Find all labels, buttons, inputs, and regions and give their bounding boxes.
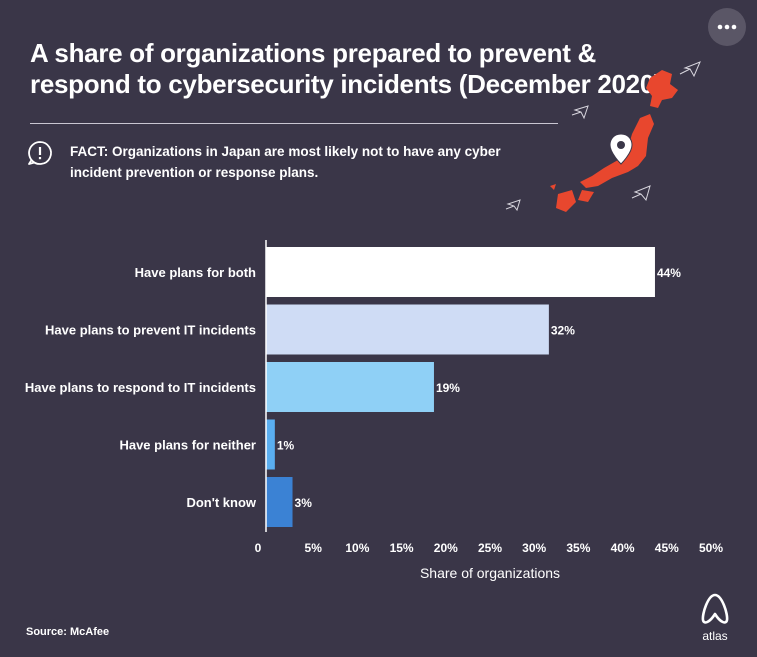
x-tick-label: 25% bbox=[478, 541, 502, 555]
x-tick-label: 45% bbox=[655, 541, 679, 555]
x-tick-label: 40% bbox=[611, 541, 635, 555]
x-tick-label: 10% bbox=[345, 541, 369, 555]
x-tick-label: 0 bbox=[255, 541, 262, 555]
more-options-icon bbox=[717, 24, 737, 30]
data-label: 32% bbox=[551, 324, 575, 338]
x-tick-label: 15% bbox=[390, 541, 414, 555]
category-label: Don't know bbox=[186, 495, 256, 510]
x-tick-label: 35% bbox=[566, 541, 590, 555]
more-options-button[interactable] bbox=[708, 8, 746, 46]
x-tick-label: 5% bbox=[305, 541, 323, 555]
fact-body: Organizations in Japan are most likely n… bbox=[70, 144, 501, 180]
x-tick-label: 50% bbox=[699, 541, 723, 555]
location-pin-icon bbox=[609, 133, 633, 165]
atlas-logo-icon bbox=[701, 593, 729, 624]
atlas-logo-text: atlas bbox=[702, 629, 728, 643]
source-label: Source: McAfee bbox=[26, 626, 110, 638]
category-label: Have plans to prevent IT incidents bbox=[45, 323, 256, 338]
fact-text: FACT: Organizations in Japan are most li… bbox=[70, 141, 540, 183]
category-label: Have plans for neither bbox=[119, 438, 256, 453]
bar bbox=[266, 362, 434, 412]
bar-chart: Have plans for both Have plans to prevent… bbox=[25, 240, 723, 581]
fact-label: FACT: bbox=[70, 144, 109, 159]
bar bbox=[266, 304, 549, 355]
category-label: Have plans for both bbox=[135, 265, 256, 280]
x-tick-label: 30% bbox=[522, 541, 546, 555]
chart-title: A share of organizations prepared to pre… bbox=[30, 38, 663, 99]
bar bbox=[266, 247, 655, 297]
info-icon bbox=[28, 141, 52, 165]
data-label: 19% bbox=[436, 381, 460, 395]
category-label: Have plans to respond to IT incidents bbox=[25, 380, 256, 395]
x-axis-label: Share of organizations bbox=[420, 565, 560, 581]
data-label: 1% bbox=[277, 439, 295, 453]
japan-map-icon bbox=[505, 61, 701, 212]
bar bbox=[266, 477, 293, 527]
x-tick-label: 20% bbox=[434, 541, 458, 555]
title-divider bbox=[30, 123, 558, 124]
data-label: 3% bbox=[295, 496, 313, 510]
data-label: 44% bbox=[657, 266, 681, 280]
bar bbox=[266, 419, 275, 470]
atlas-logo[interactable]: atlas bbox=[694, 592, 736, 643]
